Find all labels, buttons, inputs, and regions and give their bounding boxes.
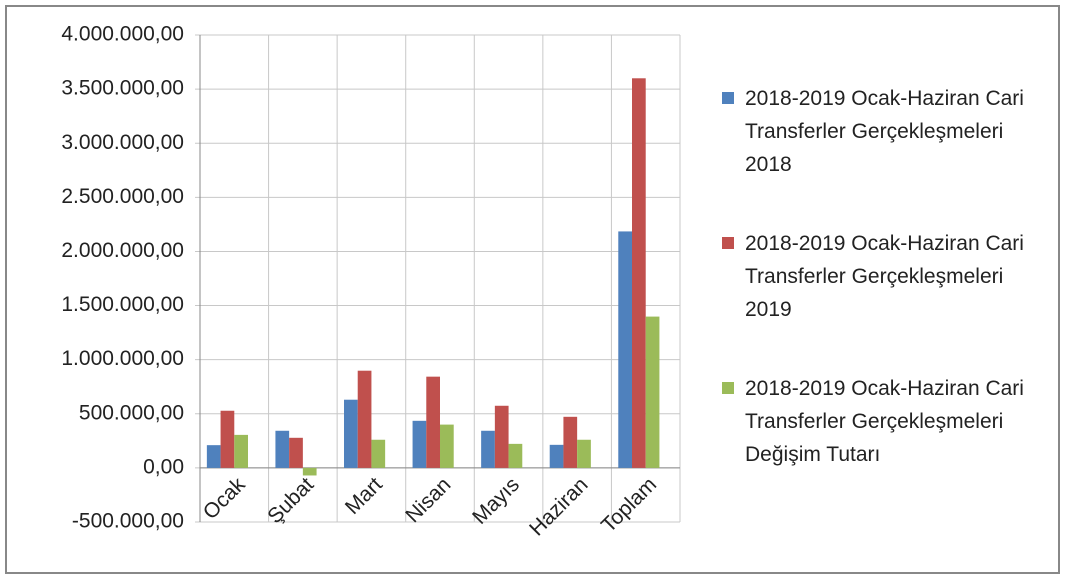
bar xyxy=(234,434,248,468)
bar xyxy=(357,370,372,468)
bar xyxy=(344,399,358,468)
legend-swatch xyxy=(722,92,734,104)
y-tick-label: -500.000,00 xyxy=(72,510,184,533)
x-tick-label: Toplam xyxy=(597,473,661,537)
y-tick-label: 2.500.000,00 xyxy=(61,185,184,208)
bar xyxy=(289,437,303,468)
bar xyxy=(440,424,454,468)
bar xyxy=(371,439,386,468)
bar xyxy=(494,405,509,468)
bar xyxy=(645,316,660,468)
legend-swatch xyxy=(722,237,734,249)
bar xyxy=(412,420,427,468)
y-tick-label: 0,00 xyxy=(143,455,184,478)
bar xyxy=(481,430,495,468)
legend-label: 2018-2019 Ocak-Haziran Cari Transferler … xyxy=(745,232,1024,321)
x-tick-label: Şubat xyxy=(263,473,318,528)
bar xyxy=(275,430,290,468)
bar xyxy=(220,410,235,468)
bar xyxy=(426,376,440,468)
x-tick-label: Ocak xyxy=(199,473,250,524)
y-tick-label: 1.000.000,00 xyxy=(61,347,184,370)
frame xyxy=(5,5,1060,574)
y-tick-label: 2.000.000,00 xyxy=(61,239,184,262)
bar xyxy=(549,444,564,468)
legend-label: 2018-2019 Ocak-Haziran Cari Transferler … xyxy=(745,377,1024,466)
x-tick-label: Nisan xyxy=(401,473,455,527)
legend-label: 2018-2019 Ocak-Haziran Cari Transferler … xyxy=(745,87,1024,176)
legend-swatch xyxy=(722,382,734,394)
x-tick-label: Mayıs xyxy=(468,473,524,529)
x-tick-label: Haziran xyxy=(525,473,592,540)
bar xyxy=(577,439,591,468)
bar xyxy=(302,467,317,476)
y-tick-label: 3.500.000,00 xyxy=(61,77,184,100)
x-tick-label: Mart xyxy=(341,473,387,519)
y-tick-label: 4.000.000,00 xyxy=(61,23,184,46)
bar xyxy=(206,445,221,468)
bar xyxy=(632,78,646,468)
y-tick-label: 1.500.000,00 xyxy=(61,293,184,316)
y-tick-label: 500.000,00 xyxy=(79,401,184,424)
y-tick-label: 3.000.000,00 xyxy=(61,131,184,154)
bar xyxy=(618,231,632,468)
bar xyxy=(508,443,523,468)
bar xyxy=(563,416,578,468)
